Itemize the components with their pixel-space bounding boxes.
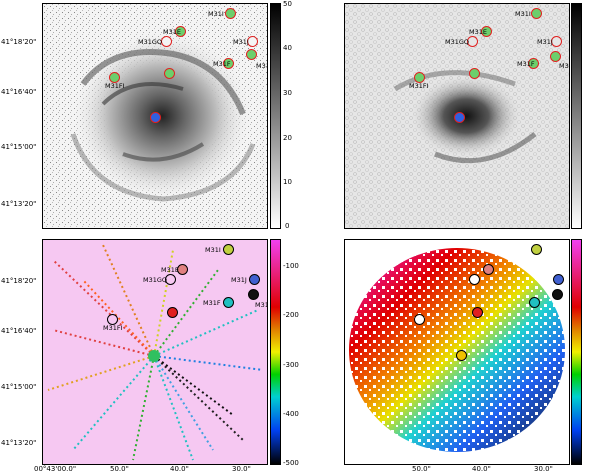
marker-m31e[interactable] [481, 26, 492, 37]
marker-m31k[interactable] [248, 289, 259, 300]
label-m31i: M31I [205, 246, 221, 254]
velocity-field [345, 240, 569, 464]
marker-m31j[interactable] [249, 274, 260, 285]
marker-m31k[interactable] [550, 51, 561, 62]
label-m31f: M31F [213, 60, 231, 68]
label-m31fi: M31FI [409, 82, 429, 90]
panel-top-left: M31I M31E M31GQ M31J M31G M31F M31FI 50 … [0, 0, 300, 237]
colorbar-velocity-field [571, 239, 582, 465]
marker-m31gq[interactable] [467, 36, 478, 47]
velocity-rays [47, 244, 264, 461]
label-m31i: M31I [515, 10, 531, 18]
label-m31fi: M31FI [105, 82, 125, 90]
cbar-tick: 20 [283, 134, 292, 142]
dispersion-map: M31I M31E M31GQ M31J M31G M31F M31FI [344, 3, 570, 229]
marker-m31j[interactable] [551, 36, 562, 47]
marker-m31gq[interactable] [161, 36, 172, 47]
cbar-tick: -400 [283, 410, 299, 418]
y-tick: 41°18'20" [1, 277, 37, 285]
marker-m31i[interactable] [531, 244, 542, 255]
marker-m31i[interactable] [223, 244, 234, 255]
marker-m31f[interactable] [223, 58, 234, 69]
marker-m31j[interactable] [553, 274, 564, 285]
panel-top-right: M31I M31E M31GQ M31J M31G M31F M31FI [300, 0, 600, 237]
cbar-tick: 30 [283, 89, 292, 97]
label-m31f: M31F [203, 299, 221, 307]
intensity-map: M31I M31E M31GQ M31J M31G M31F M31FI [42, 3, 268, 229]
marker-m31k[interactable] [246, 49, 257, 60]
velocity-ray-map: M31I M31E M31GQ M31J M31G M31F M31FI [42, 239, 268, 465]
y-tick: 41°18'20" [1, 38, 37, 46]
marker-m31f[interactable] [528, 58, 539, 69]
colorbar-intensity [270, 3, 281, 229]
y-tick: 41°16'40" [1, 88, 37, 96]
marker-m31fi[interactable] [414, 72, 425, 83]
cbar-tick: 50 [283, 0, 292, 8]
panel-bottom-left: M31I M31E M31GQ M31J M31G M31F M31FI -10… [0, 237, 300, 474]
x-tick: 40.0" [170, 465, 189, 473]
marker-m31e[interactable] [175, 26, 186, 37]
label-m31gq: M31GQ [138, 38, 163, 46]
cbar-tick: -200 [283, 311, 299, 319]
cbar-tick: -300 [283, 361, 299, 369]
marker-m31a[interactable] [164, 68, 175, 79]
label-m31g: M31G [256, 62, 267, 70]
cbar-tick: -100 [283, 262, 299, 270]
marker-m31gq[interactable] [165, 274, 176, 285]
marker-m31f[interactable] [223, 297, 234, 308]
label-m31e: M31E [161, 266, 179, 274]
marker-center[interactable] [456, 350, 467, 361]
marker-m31a[interactable] [167, 307, 178, 318]
marker-m31e[interactable] [177, 264, 188, 275]
label-m31e: M31E [163, 28, 181, 36]
marker-m31i[interactable] [531, 8, 542, 19]
cbar-tick: 0 [285, 222, 290, 230]
marker-m31e[interactable] [483, 264, 494, 275]
x-tick: 30.0" [534, 465, 553, 473]
x-tick: 00°43'00.0" [34, 465, 77, 473]
marker-m31fi[interactable] [107, 314, 118, 325]
y-tick: 41°13'20" [1, 200, 37, 208]
x-tick: 30.0" [232, 465, 251, 473]
y-tick: 41°16'40" [1, 327, 37, 335]
x-tick: 40.0" [472, 465, 491, 473]
cbar-tick: 10 [283, 178, 292, 186]
cbar-tick: -500 [283, 459, 299, 467]
label-m31fi: M31FI [103, 324, 123, 332]
marker-center[interactable] [454, 112, 465, 123]
label-m31j: M31J [233, 38, 249, 46]
marker-m31i[interactable] [225, 8, 236, 19]
marker-m31f[interactable] [529, 297, 540, 308]
y-tick: 41°13'20" [1, 439, 37, 447]
marker-m31k[interactable] [552, 289, 563, 300]
label-m31f: M31F [517, 60, 535, 68]
label-m31j: M31J [537, 38, 553, 46]
marker-m31fi[interactable] [414, 314, 425, 325]
marker-m31a[interactable] [469, 68, 480, 79]
marker-m31j[interactable] [247, 36, 258, 47]
colorbar-dispersion [571, 3, 582, 229]
label-m31g: M31G [559, 62, 569, 70]
label-m31i: M31I [208, 10, 224, 18]
cbar-tick: 40 [283, 44, 292, 52]
y-tick: 41°15'00" [1, 383, 37, 391]
x-tick: 50.0" [412, 465, 431, 473]
marker-center[interactable] [150, 112, 161, 123]
marker-m31a[interactable] [472, 307, 483, 318]
velocity-field-map [344, 239, 570, 465]
label-m31e: M31E [469, 28, 487, 36]
label-m31gq: M31GQ [445, 38, 470, 46]
label-m31gq: M31GQ [143, 276, 168, 284]
x-tick: 50.0" [110, 465, 129, 473]
panel-bottom-right: 50.0" 40.0" 30.0" [300, 237, 600, 474]
label-m31g: M31G [255, 301, 267, 309]
marker-m31fi[interactable] [109, 72, 120, 83]
y-tick: 41°15'00" [1, 143, 37, 151]
label-m31j: M31J [231, 276, 247, 284]
marker-m31gq[interactable] [469, 274, 480, 285]
colorbar-velocity [270, 239, 281, 465]
